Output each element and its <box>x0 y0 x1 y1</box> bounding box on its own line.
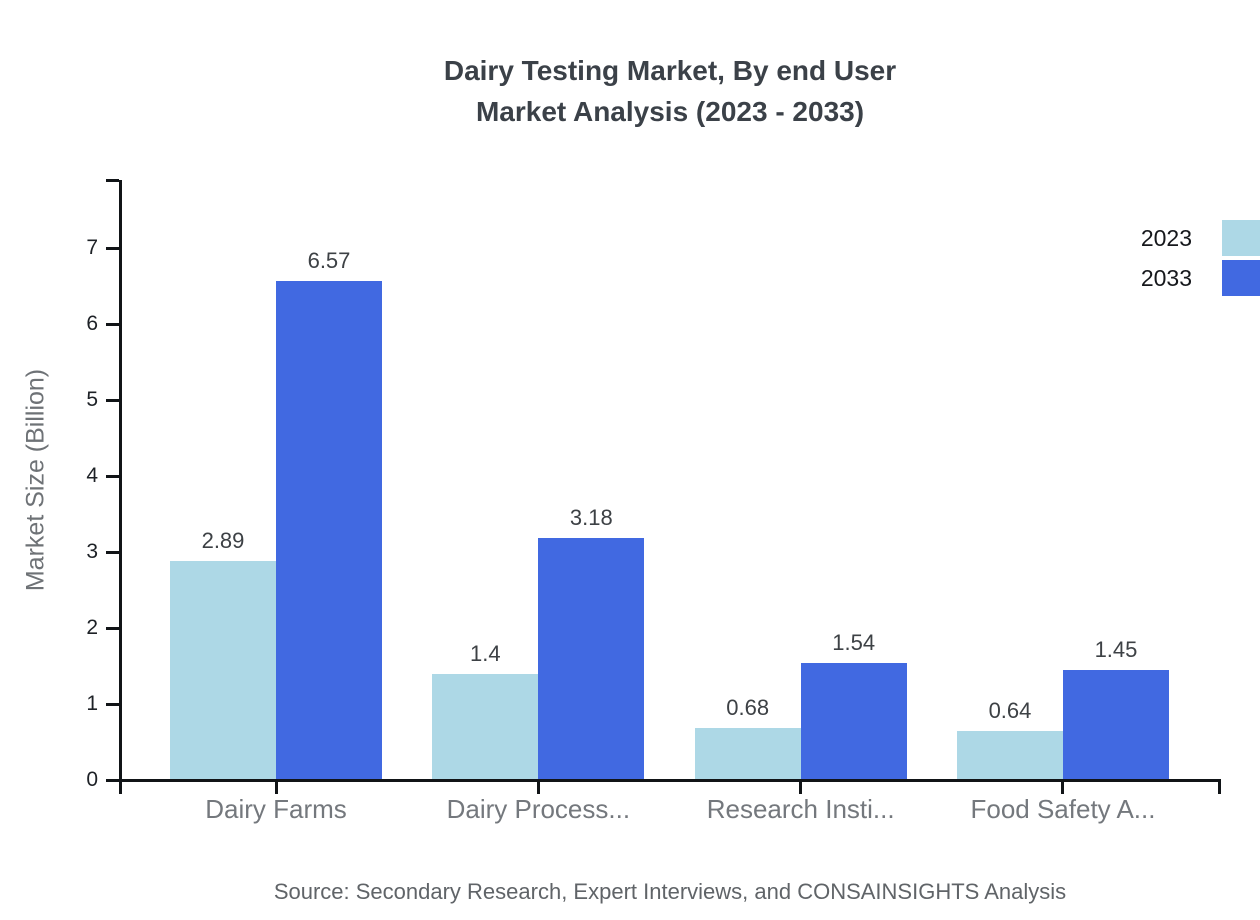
bar-2023-food-safety-a[interactable] <box>956 731 1063 780</box>
x-axis-label-dairy-farms: Dairy Farms <box>205 794 347 824</box>
y-axis-tick-5 <box>106 398 119 402</box>
legend: 2023 2033 <box>1141 220 1260 300</box>
y-axis-line <box>119 180 122 794</box>
bar-2023-dairy-process[interactable] <box>432 673 539 780</box>
y-axis-tick-label-0: 0 <box>86 768 98 791</box>
y-axis-tick-4 <box>106 474 119 478</box>
bar-value-2033-dairy-farms: 6.57 <box>307 248 351 273</box>
x-axis-label-research-insti: Research Insti... <box>706 794 895 824</box>
bar-2033-food-safety-a[interactable] <box>1062 669 1169 780</box>
x-axis-tick-dairy-process <box>536 780 540 794</box>
bar-value-2033-food-safety-a: 1.45 <box>1094 636 1138 662</box>
legend-label-2023: 2023 <box>1140 224 1192 251</box>
x-axis-label-dairy-process: Dairy Process... <box>446 794 631 824</box>
x-axis-tick-research-insti <box>799 780 803 794</box>
y-axis-top-cap <box>106 179 119 182</box>
y-axis-tick-label-3: 3 <box>86 540 98 564</box>
bar-value-2023-food-safety-a: 0.64 <box>988 698 1032 724</box>
bar-2023-research-insti[interactable] <box>694 728 801 780</box>
y-axis-tick-label-4: 4 <box>86 464 98 488</box>
y-axis-tick-label-1: 1 <box>86 692 98 716</box>
y-axis-tick-label-6: 6 <box>86 312 98 336</box>
legend-item-2023[interactable]: 2023 <box>1141 220 1260 256</box>
x-axis-tick-food-safety-a <box>1061 780 1065 794</box>
y-axis-tick-label-5: 5 <box>86 388 98 412</box>
chart-title-line-2: Market Analysis (2023 - 2033) <box>475 96 865 127</box>
y-axis-tick-2 <box>106 626 119 630</box>
bar-2023-dairy-farms[interactable] <box>170 560 276 780</box>
bar-2033-dairy-process[interactable] <box>538 538 645 780</box>
bar-value-2033-research-insti: 1.54 <box>832 630 876 656</box>
y-axis-tick-3 <box>106 550 119 554</box>
bar-2033-research-insti[interactable] <box>800 663 907 780</box>
y-axis-tick-7 <box>106 246 119 250</box>
bar-value-2033-dairy-process: 3.18 <box>569 505 613 531</box>
x-axis-label-food-safety-a: Food Safety A... <box>970 794 1156 824</box>
legend-swatch-2033 <box>1222 260 1260 296</box>
bar-value-2023-dairy-farms: 2.89 <box>201 527 245 553</box>
y-axis-tick-1 <box>106 702 119 706</box>
y-axis-tick-6 <box>106 322 119 326</box>
x-axis-tick-dairy-farms <box>274 780 278 794</box>
source-note: Source: Secondary Research, Expert Inter… <box>273 879 1067 904</box>
y-axis-tick-label-2: 2 <box>86 616 98 640</box>
chart-title-line-1: Dairy Testing Market, By end User <box>443 55 897 86</box>
y-axis-tick-label-7: 7 <box>86 236 98 260</box>
bar-2033-dairy-farms[interactable] <box>276 281 382 780</box>
legend-swatch-2023 <box>1222 220 1260 256</box>
bar-value-2023-research-insti: 0.68 <box>726 695 770 721</box>
x-axis-end-tick <box>1218 780 1221 794</box>
legend-label-2033: 2033 <box>1140 264 1192 291</box>
legend-item-2033[interactable]: 2033 <box>1141 260 1260 296</box>
bar-value-2023-dairy-process: 1.4 <box>470 640 501 666</box>
y-axis-tick-0 <box>106 778 119 782</box>
chart-title: Dairy Testing Market, By end User Market… <box>80 50 1260 132</box>
x-axis-line <box>119 779 1221 782</box>
